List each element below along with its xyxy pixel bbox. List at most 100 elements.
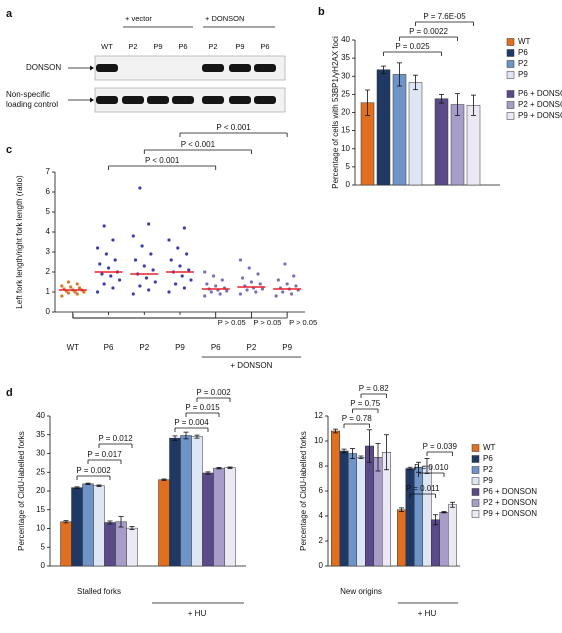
y-tick-label: 40: [36, 411, 45, 420]
data-point: [178, 264, 182, 268]
annotation: P = 0.78: [342, 414, 372, 423]
bar: [60, 521, 72, 567]
data-point: [294, 284, 298, 288]
annotation: P = 0.015: [185, 403, 220, 412]
lane-label: P6: [260, 42, 269, 51]
data-point: [247, 266, 251, 270]
data-point: [102, 224, 106, 228]
bar: [348, 453, 357, 567]
data-point: [140, 244, 144, 248]
y-tick-label: 3: [46, 247, 51, 256]
bar: [376, 69, 391, 186]
data-point: [185, 252, 189, 256]
legend-label: P6 + DONSON: [518, 89, 562, 98]
y-tick-label: 20: [36, 486, 45, 495]
data-point: [203, 270, 207, 274]
data-point: [245, 288, 249, 292]
legend-label: WT: [483, 443, 496, 452]
data-point: [117, 278, 122, 282]
y-tick-label: 7: [46, 167, 51, 176]
data-point: [95, 246, 100, 250]
annotation: P = 0.017: [87, 450, 122, 459]
blot-strip: [94, 55, 286, 81]
data-point: [147, 288, 151, 292]
legend-label: P9: [483, 476, 493, 485]
data-point: [292, 274, 296, 278]
x-tick-label: WT: [67, 343, 80, 352]
band: [122, 96, 144, 104]
data-point: [73, 290, 77, 294]
legend-label: P2: [483, 465, 493, 474]
data-point: [106, 266, 111, 270]
data-point: [111, 286, 115, 290]
arrow-head: [90, 65, 94, 71]
bar: [365, 445, 374, 567]
data-point: [75, 282, 79, 286]
data-point: [109, 274, 113, 278]
data-point: [283, 262, 287, 266]
bar: [466, 105, 481, 186]
data-point: [281, 290, 285, 294]
annotation: P = 0.82: [359, 384, 389, 393]
lane-label: P2: [128, 42, 137, 51]
data-point: [203, 294, 207, 298]
y-tick-label: 2: [46, 267, 51, 276]
band: [202, 64, 224, 72]
data-point: [174, 282, 178, 286]
bar: [104, 522, 116, 567]
band: [147, 96, 169, 104]
row-label: Non-specific: [6, 90, 50, 99]
annotation: P = 0.039: [423, 442, 458, 451]
legend-label: P6: [483, 454, 493, 463]
data-point: [111, 238, 115, 242]
data-point: [205, 282, 209, 286]
bar: [191, 436, 203, 567]
data-point: [69, 285, 73, 289]
data-point: [138, 284, 142, 288]
group-label: + vector: [125, 14, 152, 23]
data-point: [133, 258, 138, 262]
x-tick-label: P9: [175, 343, 185, 352]
bar: [331, 430, 340, 567]
legend-swatch: [506, 60, 515, 68]
annotation: P = 0.75: [350, 399, 380, 408]
bar: [431, 519, 440, 567]
bar: [169, 437, 181, 567]
legend-swatch: [506, 90, 515, 98]
y-axis-label: Percentage of CldU-labelled forks: [299, 431, 308, 551]
bar: [71, 487, 83, 567]
data-point: [77, 286, 82, 290]
bar: [158, 479, 170, 567]
data-point: [66, 280, 71, 284]
bar: [392, 74, 407, 186]
data-point: [238, 292, 243, 296]
lane-label: P2: [208, 42, 217, 51]
legend-swatch: [471, 444, 480, 452]
bar: [434, 98, 449, 186]
data-point: [95, 290, 100, 294]
y-tick-label: 0: [46, 307, 51, 316]
data-point: [104, 252, 108, 256]
lane-label: P9: [235, 42, 244, 51]
arrow-head: [90, 97, 94, 103]
x-tick-label: + HU: [188, 609, 207, 618]
bar: [115, 521, 127, 567]
x-axis-label: Stalled forks: [77, 587, 121, 596]
data-point: [209, 290, 213, 294]
data-point: [75, 292, 79, 296]
y-axis-label: Percentage of CldU-labelled forks: [17, 431, 26, 551]
legend-swatch: [471, 466, 480, 474]
y-tick-label: 4: [319, 511, 324, 520]
data-point: [142, 264, 146, 268]
bar: [414, 467, 423, 567]
x-tick-label: P6: [104, 343, 114, 352]
bar: [213, 467, 225, 567]
data-point: [138, 186, 142, 190]
data-point: [167, 238, 171, 242]
data-point: [151, 268, 155, 272]
y-tick-label: 0: [319, 561, 324, 570]
legend-label: P6: [518, 48, 528, 57]
annotation: P < 0.001: [181, 140, 216, 149]
annotation: P = 0.0022: [409, 27, 448, 36]
legend-swatch: [471, 477, 480, 485]
